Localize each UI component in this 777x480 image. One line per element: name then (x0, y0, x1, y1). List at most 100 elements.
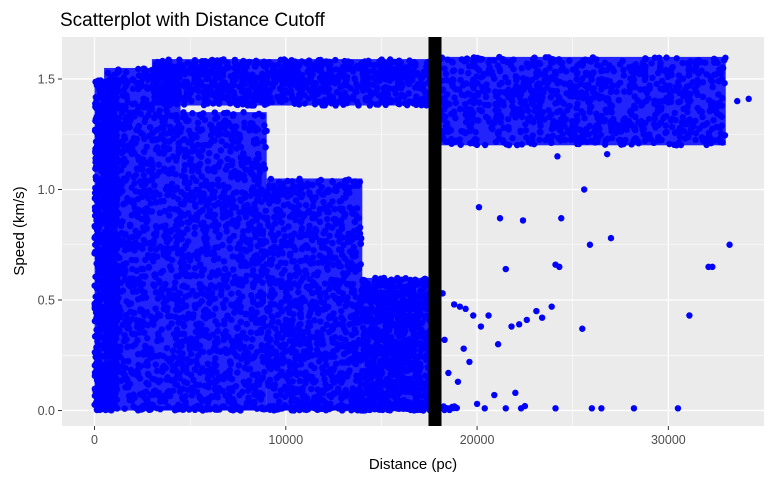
data-point (337, 197, 345, 205)
data-point (360, 349, 368, 356)
data-point (190, 337, 197, 345)
data-point (154, 337, 161, 345)
data-point (270, 301, 278, 308)
data-point (213, 390, 220, 398)
data-point (180, 322, 188, 330)
data-point (124, 195, 131, 202)
data-point (114, 184, 122, 191)
data-point (291, 331, 298, 339)
data-point (372, 382, 379, 389)
data-point (335, 262, 343, 270)
data-point (260, 138, 267, 145)
data-point (212, 318, 219, 325)
data-point (185, 139, 192, 146)
data-point (103, 319, 111, 326)
data-point (274, 334, 281, 341)
data-point (194, 255, 201, 262)
data-point (199, 142, 207, 149)
data-point (92, 293, 99, 300)
data-point (313, 272, 321, 279)
data-point (175, 289, 183, 297)
data-point (242, 335, 250, 342)
data-point (303, 254, 310, 262)
data-point (191, 301, 199, 309)
data-point (115, 140, 122, 147)
data-point (350, 340, 357, 347)
data-point (197, 198, 205, 205)
data-point (205, 384, 212, 391)
data-point (137, 79, 145, 86)
data-point (326, 232, 333, 239)
data-point (115, 294, 122, 302)
data-point (320, 366, 327, 374)
data-point (107, 229, 114, 236)
data-point (417, 347, 424, 354)
data-point (180, 201, 187, 208)
data-point (169, 347, 177, 354)
data-point (213, 226, 220, 234)
data-point (92, 157, 100, 165)
data-point (163, 376, 170, 383)
data-point (191, 56, 199, 64)
data-point (161, 118, 168, 125)
data-point (111, 377, 118, 384)
data-point (137, 281, 144, 289)
data-point (196, 127, 203, 135)
data-point (338, 251, 346, 259)
data-point (147, 245, 154, 253)
data-point (146, 133, 153, 140)
data-point (304, 180, 311, 187)
data-point (302, 369, 309, 376)
data-point (228, 290, 235, 297)
data-point (189, 110, 196, 117)
data-point (191, 224, 199, 231)
data-point (144, 335, 151, 342)
data-point (255, 177, 262, 184)
data-point (332, 360, 340, 368)
data-point (172, 381, 179, 388)
data-point (259, 254, 266, 261)
data-point (217, 130, 224, 137)
data-point (132, 256, 140, 264)
data-point (401, 300, 408, 307)
data-point (205, 200, 212, 207)
data-point (215, 221, 222, 229)
data-point (249, 266, 257, 274)
data-point (210, 256, 218, 264)
data-point (251, 278, 258, 286)
data-point (152, 246, 160, 253)
data-point (110, 156, 118, 163)
data-point (372, 325, 379, 332)
data-point (292, 216, 299, 224)
data-point (145, 207, 152, 214)
data-point (232, 204, 239, 211)
data-point (182, 293, 189, 300)
data-point (202, 230, 209, 237)
data-point (170, 353, 177, 361)
data-point (188, 148, 196, 155)
data-point (350, 244, 357, 251)
data-point (241, 124, 248, 131)
data-point (263, 127, 270, 135)
data-point (129, 100, 136, 108)
data-point (377, 289, 384, 296)
data-point (157, 124, 165, 132)
data-point (371, 293, 379, 301)
data-point (106, 272, 113, 279)
data-point (224, 162, 231, 170)
data-point (231, 273, 239, 281)
data-point (183, 117, 190, 124)
data-point (119, 287, 127, 294)
data-point (166, 138, 173, 145)
data-point (243, 238, 251, 246)
data-point (196, 393, 203, 400)
data-point (101, 386, 108, 393)
data-point (101, 373, 109, 380)
data-point (254, 301, 261, 309)
data-point (165, 145, 173, 153)
data-point (312, 225, 319, 233)
data-point (350, 286, 357, 294)
data-point (351, 311, 358, 319)
data-point (280, 202, 288, 209)
data-point (417, 287, 424, 295)
